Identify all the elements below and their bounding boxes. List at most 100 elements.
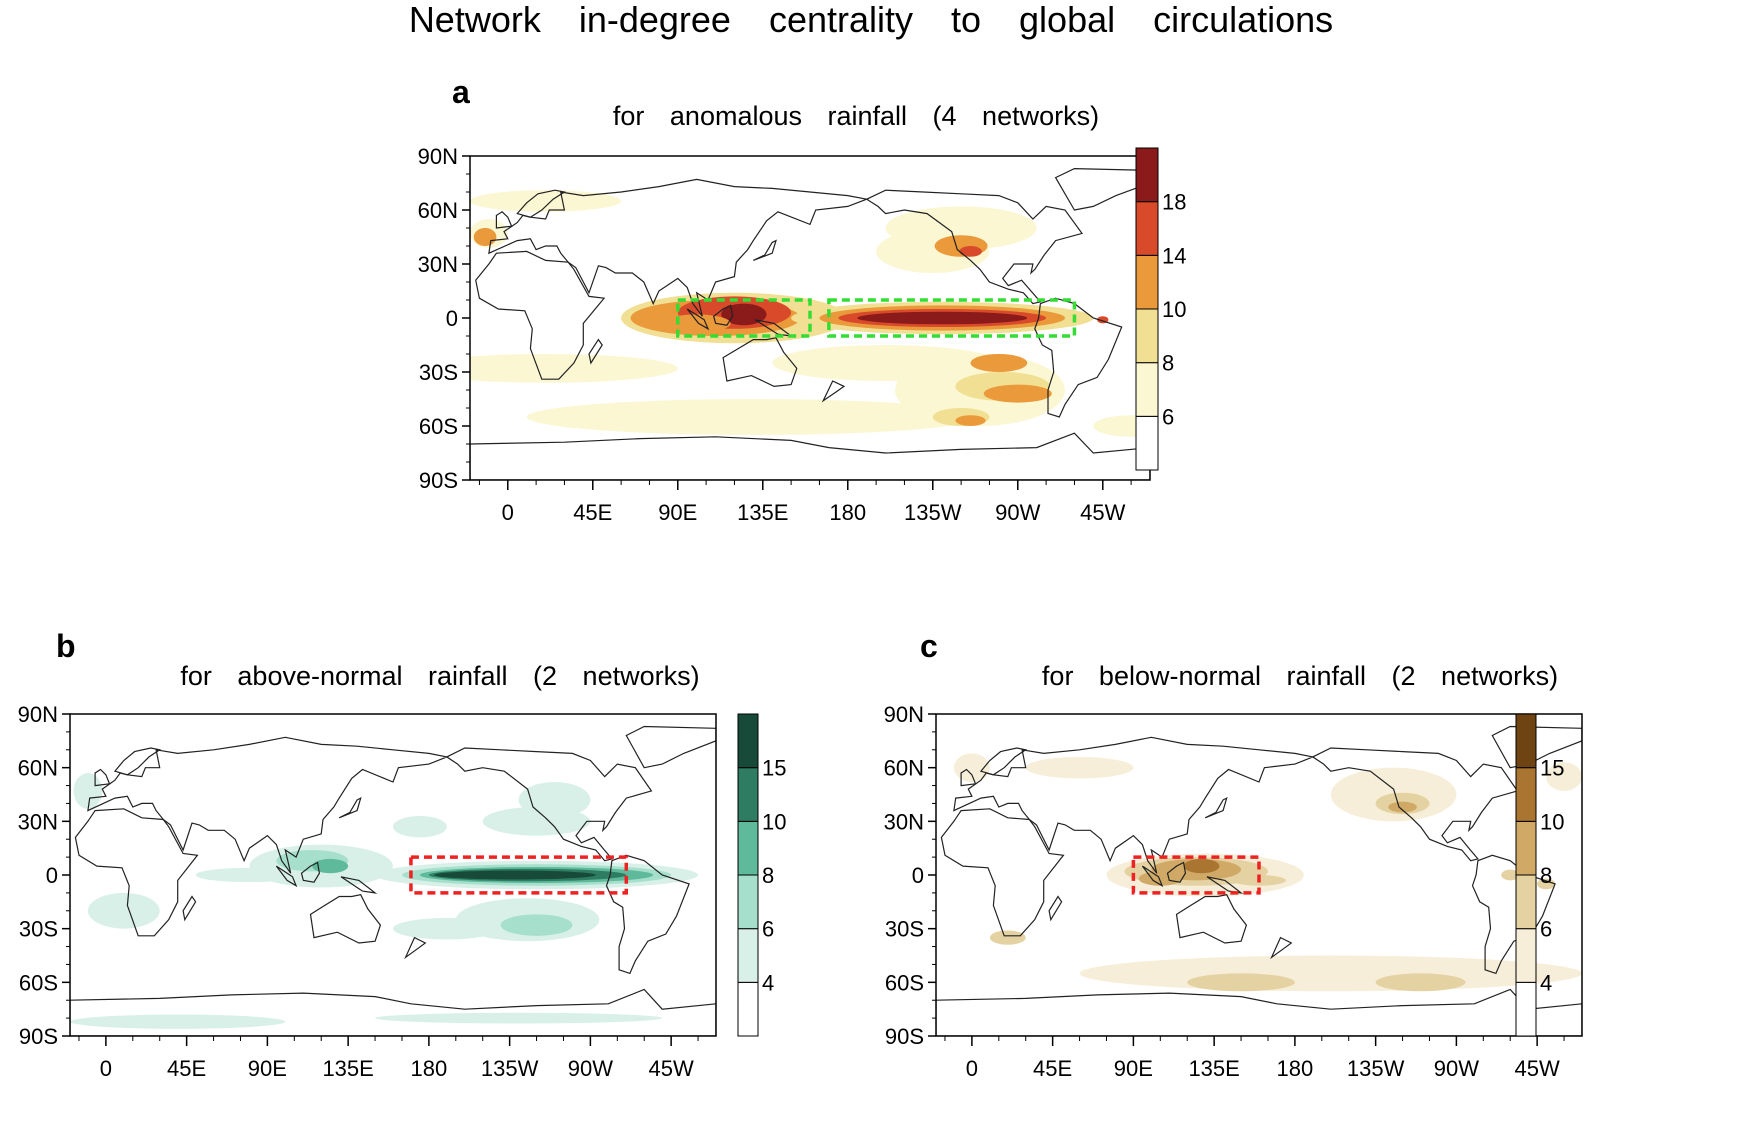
rainfall-contour [970,354,1028,372]
lon-tick-label: 180 [411,1056,448,1081]
coastline [488,178,869,317]
coastline [605,854,690,975]
rainfall-contour [526,399,980,435]
panel-c-letter: c [920,628,938,664]
lat-tick-label: 90S [885,1024,924,1049]
coastline [1141,865,1164,888]
contour-layer [953,753,1582,992]
rainfall-contour [393,917,501,940]
coastline [182,895,197,922]
lon-tick-label: 135W [1347,1056,1405,1081]
rainfall-contour [393,815,447,838]
colorbar-segment [1515,874,1537,930]
lon-tick-label: 90W [1434,1056,1479,1081]
coastline [1206,876,1244,894]
coastline [70,988,716,1036]
lat-tick-label: 30N [18,809,58,834]
panel-a-map: 90N 60N 30N 0 30S 60S 90S 0 45E 90E 135E 180 135W 90W… [418,144,1187,525]
coastlines [70,725,716,1036]
rainfall-contour [470,354,678,383]
coastline [979,747,1028,776]
rainfall-contour [1183,858,1220,874]
coastline [1048,895,1063,922]
lon-tick-label: 45W [1515,1056,1560,1081]
coastline [338,796,362,819]
lat-tick-label: 30S [19,917,58,942]
rainfall-contour [87,892,160,929]
lon-tick-label: 180 [1277,1056,1314,1081]
colorbar-segment [1515,928,1537,983]
colorbar-segment [737,928,759,983]
rainfall-contour [195,867,304,883]
lon-tick-label: 90E [1114,1056,1153,1081]
coastline [821,380,846,403]
rainfall-contour [1388,801,1417,813]
lon-tick-label: 90E [658,500,697,525]
lat-tick-label: 60S [19,970,58,995]
lat-tick-label: 90N [884,702,924,727]
rainfall-contour [959,246,982,257]
colorbar-label: 10 [1162,297,1186,322]
colorbar-label: 6 [1540,917,1552,942]
rainfall-contour [70,1014,286,1029]
lat-tick-label: 90S [419,468,458,493]
lat-tick-label: 90N [18,702,58,727]
rainfall-contour [955,415,986,426]
lon-tick-label: 45E [167,1056,206,1081]
coastline [722,337,798,388]
lat-tick-label: 90S [19,1024,58,1049]
lon-tick-label: 0 [966,1056,978,1081]
region-box [676,298,812,338]
rainfall-contour [312,858,349,874]
coastline [470,432,1150,480]
rainfall-contour [434,870,596,880]
lat-tick-label: 0 [912,863,924,888]
colorbar-segment [737,874,759,930]
contour-layer [470,190,1150,437]
panel-b-map: 90N 60N 30N 0 30S 60S 90S 0 45E 90E 135E 180 135W 90W… [18,702,787,1081]
rainfall-contour [989,930,1026,945]
coastline [936,988,1582,1036]
colorbar-label: 18 [1162,190,1186,215]
colorbar-label: 8 [1162,351,1174,376]
coastlines [470,167,1150,480]
region-box [827,298,1077,338]
rainfall-contour [73,773,103,809]
lat-tick-label: 30S [419,360,458,385]
coastline [87,736,449,874]
colorbar-label: 8 [1540,863,1552,888]
colorbar-label: 15 [1540,756,1564,781]
lon-tick-label: 0 [100,1056,112,1081]
lon-tick-label: 90W [995,500,1040,525]
colorbar-segment [1515,767,1537,822]
panel-a-title: for anomalous rainfall (4 networks) [612,101,1100,131]
panel-b-letter: b [56,628,76,664]
lon-tick-label: 135W [904,500,962,525]
lon-tick-label: 180 [829,500,866,525]
region-box [1131,855,1261,895]
coastline [300,861,321,883]
colorbar-label: 4 [1540,970,1552,995]
figure-title: Network in-degree centrality to global c… [408,0,1334,40]
coastline [713,304,734,326]
lon-tick-label: 90W [568,1056,613,1081]
lon-tick-label: 45W [1080,500,1125,525]
lon-tick-label: 90E [248,1056,287,1081]
colorbar-segment [1515,981,1537,1037]
colorbar-segment [1135,362,1159,417]
coastline [625,725,716,769]
rainfall-contour [1501,869,1520,881]
lat-tick-label: 60S [419,414,458,439]
lat-tick-label: 30S [885,917,924,942]
panel-a-letter: a [452,74,470,110]
colorbar-segment [737,981,759,1037]
coastline [1270,936,1293,960]
rainfall-contour [375,1012,663,1024]
lat-tick-label: 60N [884,756,924,781]
colorbar-label: 6 [762,917,774,942]
rainfall-contour [1138,871,1182,886]
coastline [1166,861,1187,883]
coastline [953,736,1315,874]
colorbar-segment [737,713,759,769]
contour-layer [70,773,699,1029]
